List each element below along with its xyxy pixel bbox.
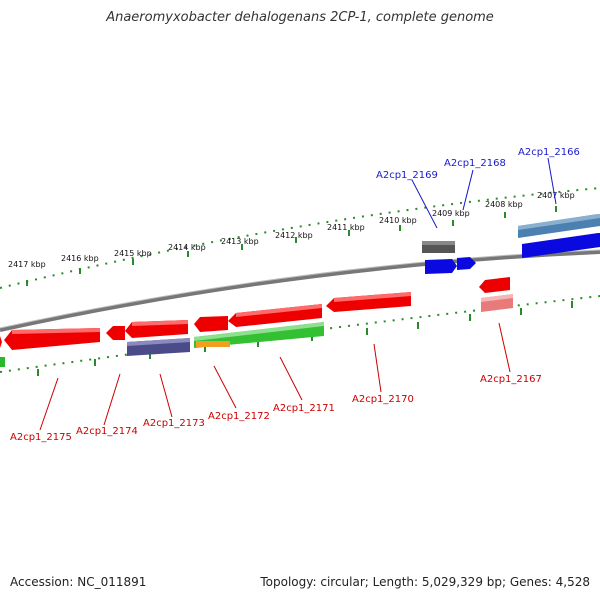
genome-summary-text: Topology: circular; Length: 5,029,329 bp… bbox=[260, 575, 590, 589]
gene-2166-shape bbox=[518, 214, 600, 258]
gene-2171-shape bbox=[194, 322, 324, 348]
tick-label-2416: 2416 kbp bbox=[61, 254, 99, 263]
gene-label-2166: A2cp1_2166 bbox=[518, 147, 580, 158]
tick-label-2410: 2410 kbp bbox=[379, 216, 417, 225]
map-title: Anaeromyxobacter dehalogenans 2CP-1, com… bbox=[106, 10, 494, 25]
upper-major-ticks bbox=[26, 206, 557, 286]
gene-2167-shape bbox=[479, 277, 513, 312]
gene-label-2167: A2cp1_2167 bbox=[480, 374, 542, 385]
gene-label-2175: A2cp1_2175 bbox=[10, 432, 72, 443]
tick-label-2414: 2414 kbp bbox=[168, 243, 206, 252]
gene-2173-shape bbox=[127, 338, 190, 356]
gene-2170-shape bbox=[326, 292, 411, 312]
gene-2175-shape bbox=[0, 328, 100, 367]
gene-label-2169: A2cp1_2169 bbox=[376, 170, 438, 181]
gene-label-2174: A2cp1_2174 bbox=[76, 426, 138, 437]
tick-label-2407: 2407 kbp bbox=[537, 191, 575, 200]
tick-label-2409: 2409 kbp bbox=[432, 209, 470, 218]
tick-label-2413: 2413 kbp bbox=[221, 237, 259, 246]
forward-leader-lines bbox=[411, 157, 557, 229]
gene-2169-shape bbox=[422, 241, 455, 253]
tick-label-2415: 2415 kbp bbox=[114, 249, 152, 258]
tick-label-2411: 2411 kbp bbox=[327, 223, 365, 232]
gene-2169b-shape bbox=[425, 257, 476, 274]
tick-label-2408: 2408 kbp bbox=[485, 200, 523, 209]
gene-label-2170: A2cp1_2170 bbox=[352, 394, 414, 405]
gene-label-2173: A2cp1_2173 bbox=[143, 418, 205, 429]
accession-text: Accession: NC_011891 bbox=[10, 575, 147, 589]
tick-label-2412: 2412 kbp bbox=[275, 231, 313, 240]
genome-backbone bbox=[0, 250, 600, 332]
gene-2172-shape bbox=[194, 304, 322, 332]
reverse-leader-lines bbox=[39, 322, 511, 431]
gene-label-2168: A2cp1_2168 bbox=[444, 158, 506, 169]
gene-label-2171: A2cp1_2171 bbox=[273, 403, 335, 414]
gene-label-2172: A2cp1_2172 bbox=[208, 411, 270, 422]
tick-label-2417: 2417 kbp bbox=[8, 260, 46, 269]
gene-2174-shape bbox=[106, 320, 188, 340]
outer-tick-track bbox=[0, 187, 600, 289]
